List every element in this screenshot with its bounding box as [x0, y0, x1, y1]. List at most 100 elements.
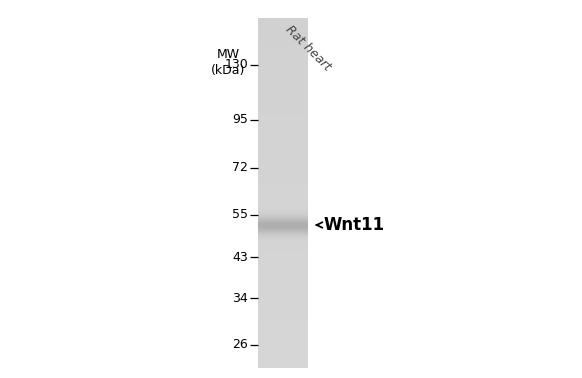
- Bar: [258, 65, 308, 66]
- Bar: [258, 171, 308, 172]
- Bar: [258, 169, 308, 170]
- Bar: [258, 347, 308, 348]
- Bar: [258, 242, 308, 243]
- Bar: [258, 243, 308, 244]
- Bar: [258, 40, 308, 41]
- Bar: [258, 204, 308, 205]
- Bar: [258, 322, 308, 323]
- Bar: [258, 106, 308, 107]
- Bar: [258, 96, 308, 97]
- Text: MW
(kDa): MW (kDa): [211, 48, 245, 77]
- Bar: [258, 54, 308, 55]
- Bar: [258, 302, 308, 303]
- Bar: [258, 114, 308, 115]
- Bar: [258, 357, 308, 358]
- Bar: [258, 228, 308, 229]
- Bar: [258, 117, 308, 118]
- Bar: [258, 252, 308, 253]
- Bar: [258, 28, 308, 29]
- Bar: [258, 251, 308, 252]
- Text: 72: 72: [232, 161, 248, 174]
- Bar: [258, 39, 308, 40]
- Bar: [258, 83, 308, 84]
- Bar: [258, 48, 308, 49]
- Bar: [258, 91, 308, 92]
- Bar: [258, 339, 308, 340]
- Bar: [258, 58, 308, 59]
- Bar: [258, 194, 308, 195]
- Bar: [258, 219, 308, 220]
- Bar: [258, 324, 308, 325]
- Bar: [258, 132, 308, 133]
- Bar: [258, 57, 308, 58]
- Bar: [258, 156, 308, 157]
- Bar: [258, 255, 308, 256]
- Bar: [258, 276, 308, 277]
- Bar: [258, 103, 308, 104]
- Bar: [258, 215, 308, 216]
- Bar: [258, 305, 308, 306]
- Bar: [258, 195, 308, 196]
- Bar: [258, 138, 308, 139]
- Bar: [258, 207, 308, 208]
- Bar: [258, 282, 308, 283]
- Bar: [258, 141, 308, 142]
- Bar: [258, 95, 308, 96]
- Bar: [258, 320, 308, 321]
- Bar: [258, 342, 308, 343]
- Bar: [258, 136, 308, 137]
- Bar: [258, 358, 308, 359]
- Bar: [258, 337, 308, 338]
- Bar: [258, 151, 308, 152]
- Bar: [258, 241, 308, 242]
- Bar: [258, 209, 308, 210]
- Bar: [258, 295, 308, 296]
- Bar: [258, 329, 308, 330]
- Bar: [258, 235, 308, 236]
- Bar: [258, 74, 308, 75]
- Bar: [258, 144, 308, 145]
- Bar: [258, 270, 308, 271]
- Bar: [258, 167, 308, 168]
- Bar: [258, 185, 308, 186]
- Bar: [258, 208, 308, 209]
- Bar: [258, 274, 308, 275]
- Bar: [258, 257, 308, 258]
- Bar: [258, 38, 308, 39]
- Bar: [258, 238, 308, 239]
- Bar: [258, 60, 308, 61]
- Bar: [258, 52, 308, 53]
- Bar: [258, 293, 308, 294]
- Bar: [258, 73, 308, 74]
- Bar: [258, 37, 308, 38]
- Bar: [258, 97, 308, 98]
- Bar: [258, 203, 308, 204]
- Bar: [258, 277, 308, 278]
- Bar: [258, 292, 308, 293]
- Bar: [258, 121, 308, 122]
- Bar: [258, 147, 308, 148]
- Bar: [258, 213, 308, 214]
- Bar: [258, 170, 308, 171]
- Bar: [258, 124, 308, 125]
- Bar: [258, 330, 308, 331]
- Bar: [258, 165, 308, 166]
- Bar: [258, 328, 308, 329]
- Bar: [258, 258, 308, 259]
- Bar: [258, 190, 308, 191]
- Bar: [258, 139, 308, 140]
- Bar: [258, 248, 308, 249]
- Bar: [258, 354, 308, 355]
- Bar: [258, 262, 308, 263]
- Bar: [258, 216, 308, 217]
- Bar: [258, 112, 308, 113]
- Bar: [258, 318, 308, 319]
- Bar: [258, 254, 308, 255]
- Bar: [258, 176, 308, 177]
- Bar: [258, 184, 308, 185]
- Bar: [258, 306, 308, 307]
- Bar: [258, 43, 308, 44]
- Bar: [258, 125, 308, 126]
- Bar: [258, 187, 308, 188]
- Bar: [258, 314, 308, 315]
